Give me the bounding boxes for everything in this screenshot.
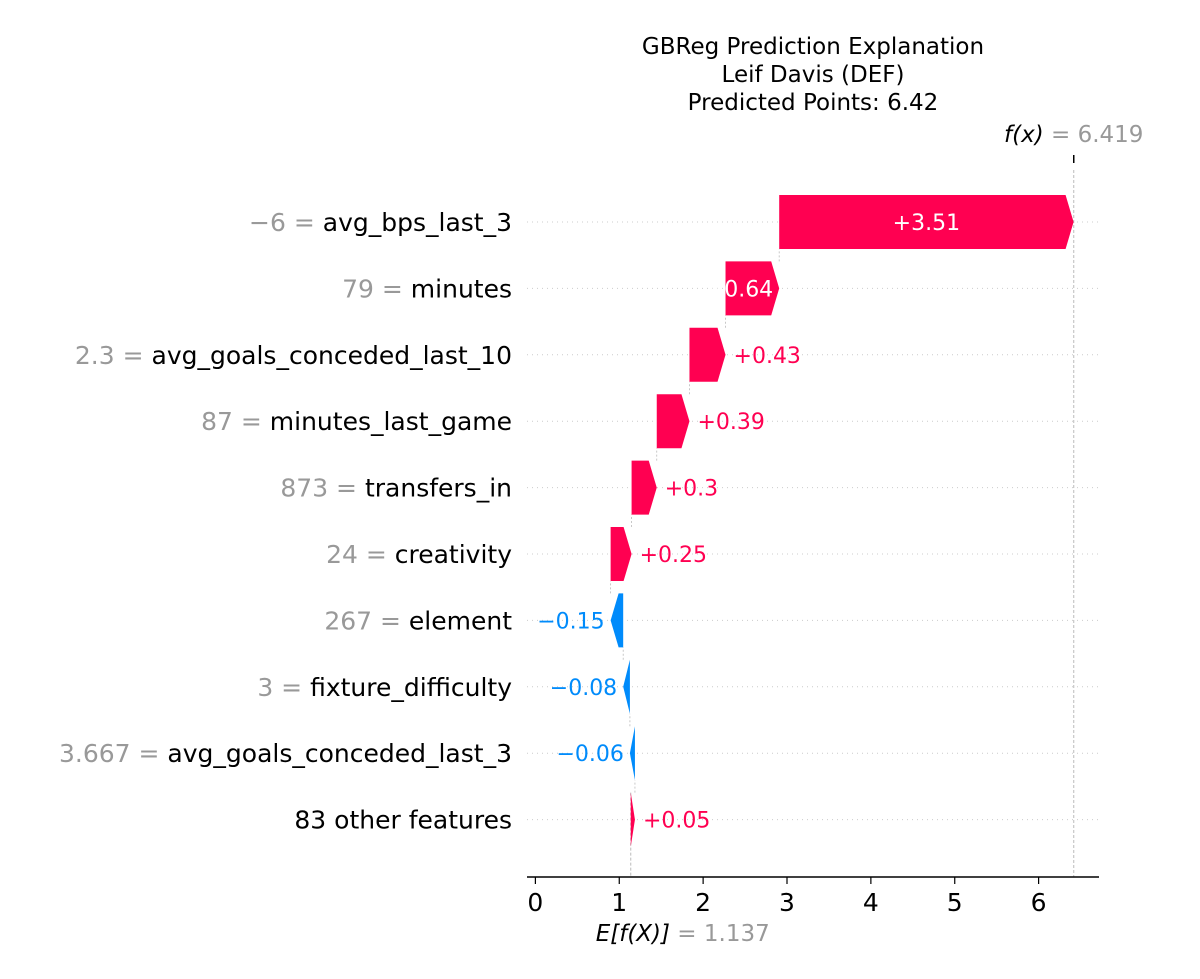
feature-value: 3 = bbox=[257, 673, 310, 702]
feature-name: minutes bbox=[411, 274, 512, 303]
feature-name: avg_goals_conceded_last_10 bbox=[152, 341, 512, 370]
fx-annotation: f(x) = 6.419 bbox=[1004, 122, 1143, 148]
feature-label: 3 = fixture_difficulty bbox=[257, 673, 512, 702]
feature-name: transfers_in bbox=[365, 474, 512, 503]
chart-title-line: Predicted Points: 6.42 bbox=[688, 90, 939, 116]
waterfall-bar bbox=[689, 327, 726, 382]
feature-value: 24 = bbox=[326, 540, 395, 569]
feature-label: 873 = transfers_in bbox=[280, 474, 512, 503]
feature-label: 79 = minutes bbox=[342, 274, 512, 303]
feature-label: 3.667 = avg_goals_conceded_last_3 bbox=[59, 739, 512, 768]
feature-name: creativity bbox=[395, 540, 512, 569]
feature-value: 2.3 = bbox=[75, 341, 152, 370]
ex-annotation: E[f(X)] = 1.137 bbox=[596, 921, 770, 947]
waterfall-bar bbox=[610, 527, 632, 581]
contribution-label: +0.3 bbox=[665, 477, 718, 502]
x-tick-label: 5 bbox=[947, 888, 963, 917]
contribution-label: −0.08 bbox=[550, 676, 617, 701]
feature-value: 79 = bbox=[342, 274, 411, 303]
x-tick-label: 0 bbox=[527, 888, 543, 917]
feature-label: 267 = element bbox=[324, 606, 512, 635]
contribution-label: +0.39 bbox=[697, 410, 764, 435]
chart-title-line: GBReg Prediction Explanation bbox=[642, 34, 984, 60]
x-tick-label: 6 bbox=[1031, 888, 1047, 917]
contribution-label: −0.15 bbox=[537, 609, 604, 634]
feature-name: minutes_last_game bbox=[270, 407, 512, 436]
feature-name: 83 other features bbox=[294, 806, 512, 835]
ex-label: E[f(X)] bbox=[596, 921, 670, 947]
feature-value: −6 = bbox=[249, 208, 323, 237]
feature-label: 87 = minutes_last_game bbox=[201, 407, 512, 436]
waterfall-bar bbox=[630, 792, 635, 847]
feature-name: element bbox=[409, 606, 512, 635]
waterfall-bar bbox=[623, 659, 630, 714]
feature-name: avg_goals_conceded_last_3 bbox=[167, 739, 512, 768]
feature-value: 267 = bbox=[324, 606, 409, 635]
contribution-label: +0.43 bbox=[734, 344, 801, 369]
waterfall-bar bbox=[725, 261, 780, 316]
feature-label: 2.3 = avg_goals_conceded_last_10 bbox=[75, 341, 512, 370]
feature-label: 83 other features bbox=[294, 806, 512, 835]
fx-value: = 6.419 bbox=[1044, 122, 1144, 148]
feature-value: 873 = bbox=[280, 474, 365, 503]
x-tick-label: 4 bbox=[863, 888, 879, 917]
waterfall-bar bbox=[631, 460, 657, 515]
contribution-label: +0.05 bbox=[643, 809, 710, 834]
x-tick-label: 1 bbox=[611, 888, 627, 917]
waterfall-bar bbox=[779, 195, 1074, 249]
waterfall-bar bbox=[629, 726, 635, 781]
waterfall-bar bbox=[610, 593, 624, 648]
feature-value: 3.667 = bbox=[59, 739, 167, 768]
contribution-label: +3.51 bbox=[893, 211, 960, 236]
feature-label: 24 = creativity bbox=[326, 540, 512, 569]
feature-name: fixture_difficulty bbox=[310, 673, 512, 702]
ex-value: = 1.137 bbox=[670, 921, 770, 947]
x-tick-label: 3 bbox=[779, 888, 795, 917]
x-tick-label: 2 bbox=[695, 888, 711, 917]
feature-name: avg_bps_last_3 bbox=[323, 208, 512, 237]
contribution-label: +0.64 bbox=[706, 277, 773, 302]
chart-title-line: Leif Davis (DEF) bbox=[722, 62, 905, 88]
fx-label: f(x) bbox=[1004, 122, 1044, 148]
feature-label: −6 = avg_bps_last_3 bbox=[249, 208, 512, 237]
contribution-label: +0.25 bbox=[640, 543, 707, 568]
waterfall-bar bbox=[656, 394, 690, 449]
feature-value: 87 = bbox=[201, 407, 270, 436]
contribution-label: −0.06 bbox=[556, 742, 623, 767]
